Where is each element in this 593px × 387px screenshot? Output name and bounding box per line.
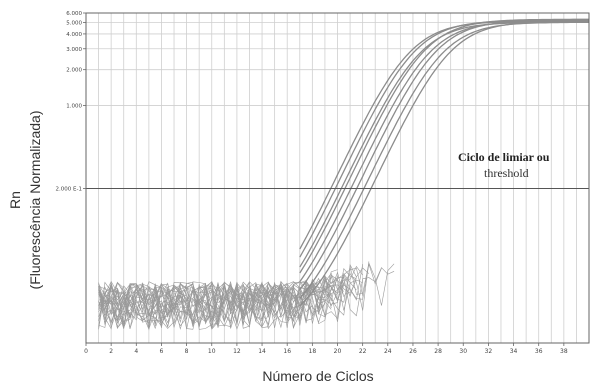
noise-trace: [98, 271, 351, 326]
x-tick-label: 2: [109, 348, 113, 355]
x-tick-label: 12: [233, 348, 241, 355]
amplification-curve: [299, 21, 589, 299]
x-tick-label: 36: [535, 348, 543, 355]
x-tick-label: 24: [384, 348, 392, 355]
noise-trace: [98, 269, 338, 330]
noise-trace: [98, 267, 370, 324]
y-tick-label: 6.000: [66, 11, 82, 17]
y-axis-label-line2: (Fluorescência Normalizada): [27, 111, 43, 290]
x-tick-label: 14: [258, 348, 266, 355]
y-tick-label: 2.000: [66, 68, 82, 74]
y-axis-label-line1: Rn: [7, 191, 23, 209]
x-tick-label: 28: [434, 348, 442, 355]
x-tick-label: 8: [185, 348, 189, 355]
x-tick-label: 34: [510, 348, 518, 355]
noise-trace: [98, 282, 345, 328]
x-axis-ticks: 0 2 4 6 8 10 12 14 16 18 20 22 24 26 28 30 32 34 36 38: [84, 343, 568, 355]
annotation-threshold-line1: Ciclo de limiar ou: [458, 150, 550, 164]
noise-trace: [98, 265, 363, 329]
x-axis-label: Número de Ciclos: [262, 368, 373, 384]
y-axis-ticks: 6.000 5.000 4.000 3.000 2.000 1.000 2.000 E-1: [56, 11, 86, 192]
grid-lines: [86, 12, 589, 343]
amplification-curve: [299, 19, 589, 291]
noise-trace: [98, 282, 319, 329]
amplification-curve: [299, 19, 589, 258]
y-tick-label: 3.000: [66, 47, 82, 53]
x-tick-label: 38: [560, 348, 568, 355]
x-tick-label: 18: [309, 348, 317, 355]
y-tick-label: 2.000 E-1: [56, 186, 82, 192]
x-tick-label: 26: [409, 348, 417, 355]
y-tick-label: 5.000: [66, 20, 82, 26]
y-tick-label: 4.000: [66, 32, 82, 38]
baseline-noise: [98, 261, 395, 331]
x-tick-label: 20: [334, 348, 342, 355]
x-tick-label: 0: [84, 348, 88, 355]
noise-trace: [98, 280, 332, 330]
noise-trace: [98, 264, 382, 330]
noise-trace: [98, 263, 357, 329]
x-tick-label: 30: [459, 348, 467, 355]
x-tick-label: 10: [208, 348, 216, 355]
amplification-curves: [299, 18, 589, 307]
x-tick-label: 16: [283, 348, 291, 355]
amplification-curve: [299, 20, 589, 307]
x-tick-label: 22: [359, 348, 367, 355]
x-tick-label: 4: [134, 348, 138, 355]
x-tick-label: 6: [160, 348, 164, 355]
noise-trace: [98, 281, 313, 330]
noise-trace: [98, 272, 345, 330]
y-tick-label: 1.000: [66, 103, 82, 109]
noise-trace: [98, 272, 357, 331]
annotation-threshold-line2: threshold: [484, 166, 529, 180]
amplification-curve: [299, 18, 589, 274]
x-tick-label: 32: [485, 348, 493, 355]
